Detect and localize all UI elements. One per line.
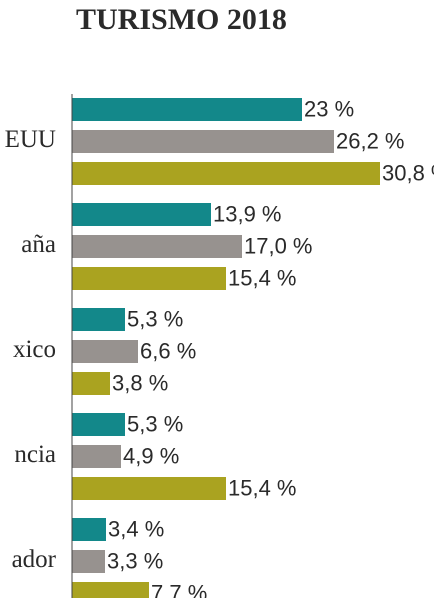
bar: [72, 445, 121, 468]
value-label: 5,3 %: [127, 306, 183, 331]
bar: [72, 372, 110, 395]
value-label: 15,4 %: [228, 475, 297, 500]
bar: [72, 235, 242, 258]
bar: [72, 340, 138, 363]
value-label: 4,9 %: [123, 443, 179, 468]
value-label: 5,3 %: [127, 411, 183, 436]
value-label: 15,4 %: [228, 265, 297, 290]
bar: [72, 203, 211, 226]
bar: [72, 518, 106, 541]
category-label: aña: [21, 231, 56, 258]
category-label: ador: [12, 546, 57, 573]
bar: [72, 550, 105, 573]
bar: [72, 582, 149, 598]
value-label: 3,3 %: [107, 548, 163, 573]
value-label: 23 %: [304, 96, 354, 121]
category-label: ncia: [14, 441, 56, 468]
bar: [72, 162, 380, 185]
value-label: 7,7 %: [151, 580, 207, 598]
bar: [72, 98, 302, 121]
value-label: 26,2 %: [336, 128, 405, 153]
value-label: 13,9 %: [213, 201, 282, 226]
category-label: xico: [13, 336, 56, 363]
category-label: EUU: [5, 126, 56, 153]
bar: [72, 308, 125, 331]
value-label: 6,6 %: [140, 338, 196, 363]
chart-title: TURISMO 2018: [76, 3, 287, 36]
bar: [72, 130, 334, 153]
value-label: 3,4 %: [108, 516, 164, 541]
value-label: 3,8 %: [112, 370, 168, 395]
value-label: 30,8 %: [382, 160, 434, 185]
bar: [72, 267, 226, 290]
bar: [72, 477, 226, 500]
bar: [72, 413, 125, 436]
value-label: 17,0 %: [244, 233, 313, 258]
